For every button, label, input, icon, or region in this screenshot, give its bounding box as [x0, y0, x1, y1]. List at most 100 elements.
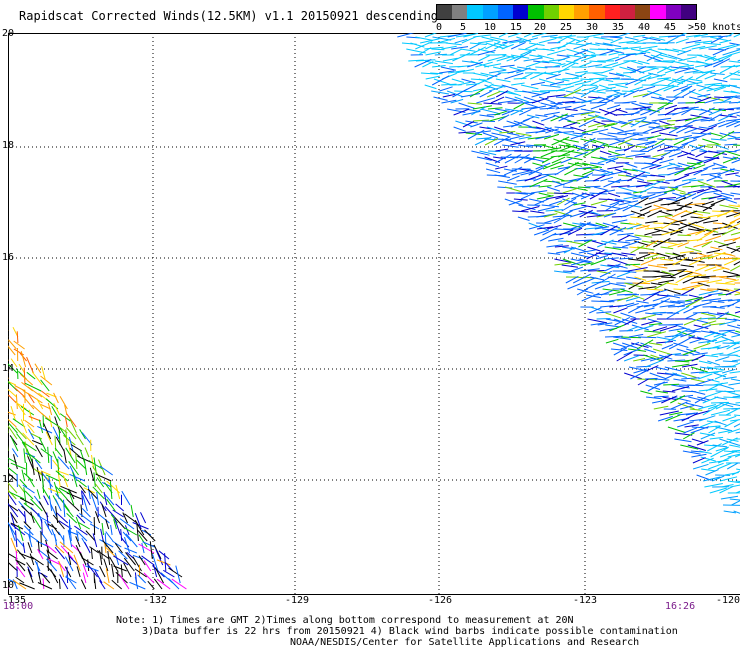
wind-barb — [708, 251, 726, 260]
wind-barb — [45, 474, 60, 482]
wind-barb — [603, 178, 622, 188]
wind-barb — [563, 89, 582, 98]
wind-barb — [634, 234, 653, 238]
wind-barb — [28, 415, 42, 422]
wind-map[interactable] — [8, 33, 740, 595]
wind-barb — [124, 547, 137, 554]
wind-barb — [734, 293, 740, 296]
wind-barb — [537, 206, 555, 212]
wind-barb — [593, 36, 614, 41]
wind-barb — [28, 534, 33, 548]
wind-barb — [623, 194, 642, 200]
wind-barb — [603, 123, 618, 128]
wind-barb — [524, 174, 542, 182]
wind-barb — [132, 556, 142, 572]
wind-barb — [513, 120, 532, 128]
wind-barb — [658, 210, 673, 216]
wind-barb — [701, 240, 713, 248]
wind-barb — [659, 304, 676, 308]
wind-barb — [681, 106, 696, 116]
wind-barb — [644, 226, 663, 230]
wind-barb — [48, 495, 53, 512]
wind-barb — [550, 164, 564, 170]
wind-barb — [23, 521, 32, 530]
wind-barb — [613, 336, 631, 340]
wind-barb — [34, 363, 42, 374]
wind-barb — [628, 366, 649, 372]
wind-barb — [729, 444, 740, 448]
wind-barb — [566, 161, 579, 170]
wind-barb — [476, 97, 496, 104]
wind-barb — [718, 114, 733, 122]
wind-barb — [517, 66, 537, 71]
wind-barb — [698, 107, 715, 116]
wind-barb — [158, 550, 170, 560]
wind-barb — [487, 150, 501, 152]
wind-barb — [596, 212, 615, 218]
wind-barb — [703, 164, 716, 170]
wind-barb — [589, 60, 606, 63]
wind-barb — [726, 341, 740, 350]
wind-barb — [455, 68, 474, 74]
wind-barb — [55, 470, 69, 482]
wind-barb — [605, 318, 620, 322]
wind-barb — [724, 419, 739, 428]
wind-barb — [504, 72, 524, 80]
wind-barb — [31, 458, 35, 476]
wind-barb — [580, 108, 601, 114]
wind-barb — [610, 228, 624, 232]
wind-barb — [608, 72, 624, 77]
wind-barb — [684, 127, 699, 134]
wind-barb — [677, 242, 689, 248]
wind-barb — [623, 318, 637, 326]
wind-barb — [534, 197, 551, 206]
wind-barb — [530, 210, 545, 214]
wind-barb — [605, 312, 622, 319]
wind-barb — [618, 53, 636, 56]
wind-barb — [553, 138, 571, 146]
wind-barb — [700, 256, 715, 260]
wind-swath-east — [397, 33, 740, 514]
wind-barb — [583, 137, 596, 146]
wind-barb — [30, 498, 43, 512]
wind-barb — [530, 105, 547, 110]
wind-barb — [140, 512, 147, 524]
wind-barb — [717, 299, 733, 302]
wind-barb — [667, 186, 686, 193]
wind-barb — [41, 572, 51, 584]
wind-barb — [87, 488, 98, 500]
wind-barb — [589, 189, 607, 200]
wind-barb — [19, 582, 35, 590]
wind-barb — [47, 402, 53, 416]
wind-barb — [556, 54, 569, 57]
wind-barb — [477, 49, 496, 56]
wind-barb — [572, 96, 588, 102]
wind-barb — [676, 125, 693, 134]
wind-barb — [654, 60, 674, 63]
wind-barb — [533, 174, 549, 182]
wind-barb — [75, 459, 87, 470]
wind-barb — [689, 179, 704, 182]
wind-barb — [518, 109, 532, 116]
wind-barb — [710, 409, 731, 416]
wind-barb — [710, 36, 724, 44]
wind-barb — [467, 61, 484, 68]
wind-barb — [704, 228, 719, 233]
wind-barb — [563, 270, 576, 273]
wind-barb — [37, 582, 53, 590]
wind-barb — [494, 153, 512, 164]
wind-barb — [706, 86, 725, 92]
wind-barb — [699, 432, 715, 437]
wind-barb — [137, 574, 147, 584]
wind-barb — [709, 174, 723, 179]
wind-barb — [525, 43, 539, 50]
wind-barb — [156, 578, 171, 590]
wind-barb — [526, 144, 543, 147]
wind-barb — [99, 465, 113, 476]
wind-barb — [555, 85, 575, 92]
wind-barb — [736, 276, 740, 278]
wind-barb — [578, 61, 592, 68]
wind-barb — [540, 149, 558, 158]
wind-barb — [707, 360, 721, 366]
wind-barb — [728, 204, 740, 208]
